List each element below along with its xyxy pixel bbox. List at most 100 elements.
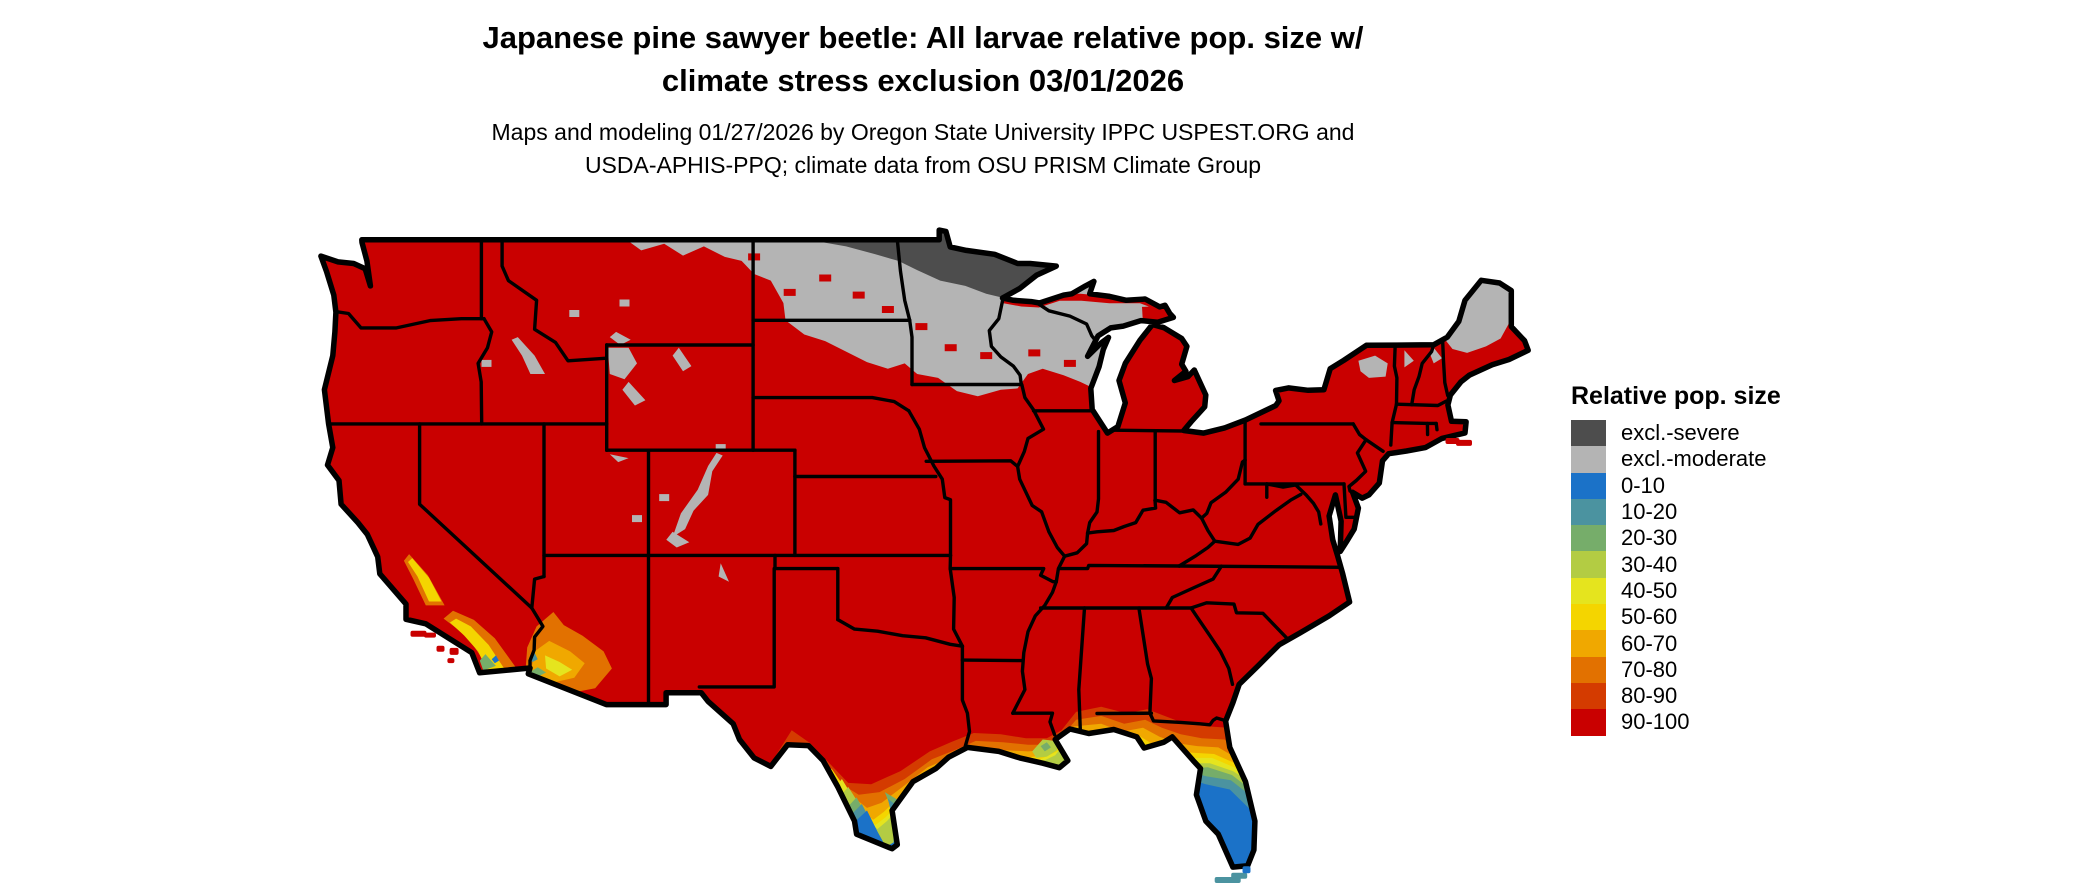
legend-label: excl.-severe [1621,420,1740,446]
island-dot [1456,439,1472,446]
legend-label: 20-30 [1621,525,1678,551]
state-border [836,617,965,648]
state-border [1177,564,1344,569]
state-border [1392,343,1399,406]
subtitle-line-2: USDA-APHIS-PPQ; climate data from OSU PR… [584,152,1262,178]
map-speckle [659,494,670,502]
page-title: Japanese pine sawyer beetle: All larvae … [0,16,1846,102]
legend-item: 20-30 [1571,525,1781,552]
region-uinta [609,454,629,463]
state-border [948,566,1058,584]
state-border [1213,492,1303,547]
state-border [895,238,912,322]
legend-swatch [1571,577,1606,605]
island-dot [447,658,455,664]
state-border [1364,438,1385,453]
state-border [1057,563,1181,571]
legend: Relative pop. size excl.-severe excl.-mod… [1571,382,1781,736]
region-san-juan [666,531,690,548]
state-border [528,606,545,670]
legend-swatch [1571,525,1606,552]
band-70-80 [607,715,1382,868]
legend-swatch [1571,446,1606,473]
legend-swatch [1571,498,1606,526]
region-yellowstone [607,347,637,380]
state-border [751,395,911,413]
region-delta-green2 [1040,742,1051,752]
region-wind-river [622,381,646,406]
legend-item: 60-70 [1571,630,1781,657]
state-border [1077,606,1087,732]
state-border [1112,428,1186,433]
map-speckle [915,323,928,331]
state-border [1085,429,1101,535]
island-dot [410,630,427,637]
state-border [1062,531,1090,558]
island-dot [449,647,459,655]
map-speckle [783,288,796,296]
state-border [476,317,494,426]
state-border [960,658,1025,663]
legend-rows: excl.-severe excl.-moderate 0-10 10-20 20-30… [1571,420,1781,736]
state-border [1199,458,1247,520]
legend-label: 80-90 [1621,683,1678,709]
island-dot [1445,438,1460,444]
legend-label: 70-80 [1621,656,1678,682]
state-border [1265,482,1323,526]
subtitle-line-1: Maps and modeling 01/27/2026 by Oregon S… [491,119,1355,145]
title-line-1: Japanese pine sawyer beetle: All larvae … [482,20,1364,55]
band-10-20 [691,772,1361,868]
state-border [1410,343,1436,407]
legend-item: excl.-moderate [1571,446,1781,473]
legend-item: 0-10 [1571,472,1781,499]
island-dot [1242,866,1251,874]
state-border [1177,539,1217,568]
title-line-2: climate stress exclusion 03/01/2026 [661,63,1185,98]
island-dot [424,632,436,638]
state-border [417,422,534,610]
map-speckle [619,299,630,307]
state-border [1390,420,1438,426]
region-az-yellow [545,655,573,677]
legend-label: 30-40 [1621,551,1678,577]
state-border [1036,302,1099,345]
region-vermont-patch [1404,350,1414,368]
state-border [1148,711,1228,727]
map-speckle [944,344,957,352]
page-subtitle: Maps and modeling 01/27/2026 by Oregon S… [0,116,1846,182]
conus-outline [318,227,1531,870]
map-speckle [1028,349,1041,357]
legend-label: 90-100 [1621,709,1690,735]
state-border [1153,498,1204,520]
legend-label: 50-60 [1621,604,1678,630]
legend-label: 10-20 [1621,499,1678,525]
state-border [948,566,965,648]
region-adirondacks [1358,355,1388,378]
state-border [1440,335,1450,398]
legend-item: 40-50 [1571,577,1781,605]
map-regions [320,230,1529,868]
state-border [1434,421,1439,432]
map-speckle [632,515,642,523]
legend-item: excl.-severe [1571,420,1781,447]
legend-item: 70-80 [1571,656,1781,683]
legend-swatch [1571,551,1606,578]
legend-label: excl.-moderate [1621,446,1767,472]
region-sangre [718,563,729,582]
header: Japanese pine sawyer beetle: All larvae … [0,16,1846,182]
map-speckle [980,352,993,360]
region-socal-green [479,654,496,671]
region-valley-gold [408,558,442,602]
region-colorado-rockies [672,452,723,537]
legend-label: 40-50 [1621,577,1678,603]
band-80-90 [586,706,1382,868]
state-border [1189,606,1235,686]
legend-item: 90-100 [1571,709,1781,736]
legend-swatch [1571,420,1606,447]
map-speckle [481,359,492,367]
state-border [1164,564,1224,610]
state-border [1137,606,1154,715]
region-beartooth [609,331,631,345]
region-central-idaho [511,337,545,374]
